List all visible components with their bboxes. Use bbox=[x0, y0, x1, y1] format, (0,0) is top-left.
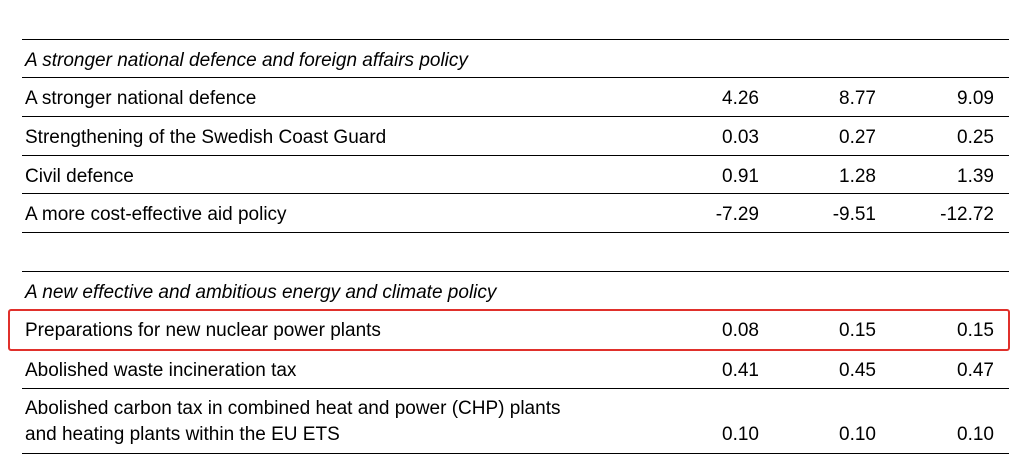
value-col-3: 0.10 bbox=[957, 424, 994, 445]
value-col-2: 0.10 bbox=[839, 424, 876, 445]
section-header-defence: A stronger national defence and foreign … bbox=[22, 40, 1009, 78]
value-col-2: 0.15 bbox=[839, 320, 876, 341]
table-row: Abolished waste incineration tax 0.41 0.… bbox=[22, 350, 1009, 389]
value-col-1: 0.03 bbox=[722, 127, 759, 148]
row-label-line-1: Abolished carbon tax in combined heat an… bbox=[25, 398, 561, 419]
value-col-1: 4.26 bbox=[722, 88, 759, 109]
row-label: A more cost-effective aid policy bbox=[25, 204, 287, 225]
value-col-3: 1.39 bbox=[957, 166, 994, 187]
value-col-2: -9.51 bbox=[832, 204, 876, 225]
value-col-2: 0.27 bbox=[839, 127, 876, 148]
value-col-1: 0.91 bbox=[722, 166, 759, 187]
top-rule bbox=[22, 0, 1009, 40]
row-label: A stronger national defence bbox=[25, 88, 257, 109]
value-col-3: -12.72 bbox=[940, 204, 994, 225]
value-col-3: 0.47 bbox=[957, 360, 994, 381]
table-row: A stronger national defence 4.26 8.77 9.… bbox=[22, 78, 1009, 117]
row-label: Strengthening of the Swedish Coast Guard bbox=[25, 127, 387, 148]
value-col-3: 0.15 bbox=[957, 320, 994, 341]
value-col-3: 9.09 bbox=[957, 88, 994, 109]
section-spacer bbox=[22, 233, 1009, 272]
row-label: Civil defence bbox=[25, 166, 134, 187]
value-col-1: -7.29 bbox=[715, 204, 759, 225]
value-col-2: 8.77 bbox=[839, 88, 876, 109]
value-col-2: 0.45 bbox=[839, 360, 876, 381]
row-label-line-2: and heating plants within the EU ETS bbox=[25, 424, 340, 445]
table-row: Abolished carbon tax in combined heat an… bbox=[22, 389, 1009, 454]
table-row: Civil defence 0.91 1.28 1.39 bbox=[22, 156, 1009, 194]
value-col-3: 0.25 bbox=[957, 127, 994, 148]
section-title: A stronger national defence and foreign … bbox=[25, 50, 468, 71]
row-label: Abolished waste incineration tax bbox=[25, 360, 297, 381]
row-label: Preparations for new nuclear power plant… bbox=[25, 320, 381, 341]
section-title: A new effective and ambitious energy and… bbox=[25, 282, 497, 303]
value-col-1: 0.08 bbox=[722, 320, 759, 341]
table-row-highlighted: Preparations for new nuclear power plant… bbox=[22, 310, 1009, 350]
value-col-1: 0.10 bbox=[722, 424, 759, 445]
table-row: A more cost-effective aid policy -7.29 -… bbox=[22, 194, 1009, 233]
table-row: Strengthening of the Swedish Coast Guard… bbox=[22, 117, 1009, 156]
section-header-energy: A new effective and ambitious energy and… bbox=[22, 272, 1009, 310]
value-col-2: 1.28 bbox=[839, 166, 876, 187]
value-col-1: 0.41 bbox=[722, 360, 759, 381]
